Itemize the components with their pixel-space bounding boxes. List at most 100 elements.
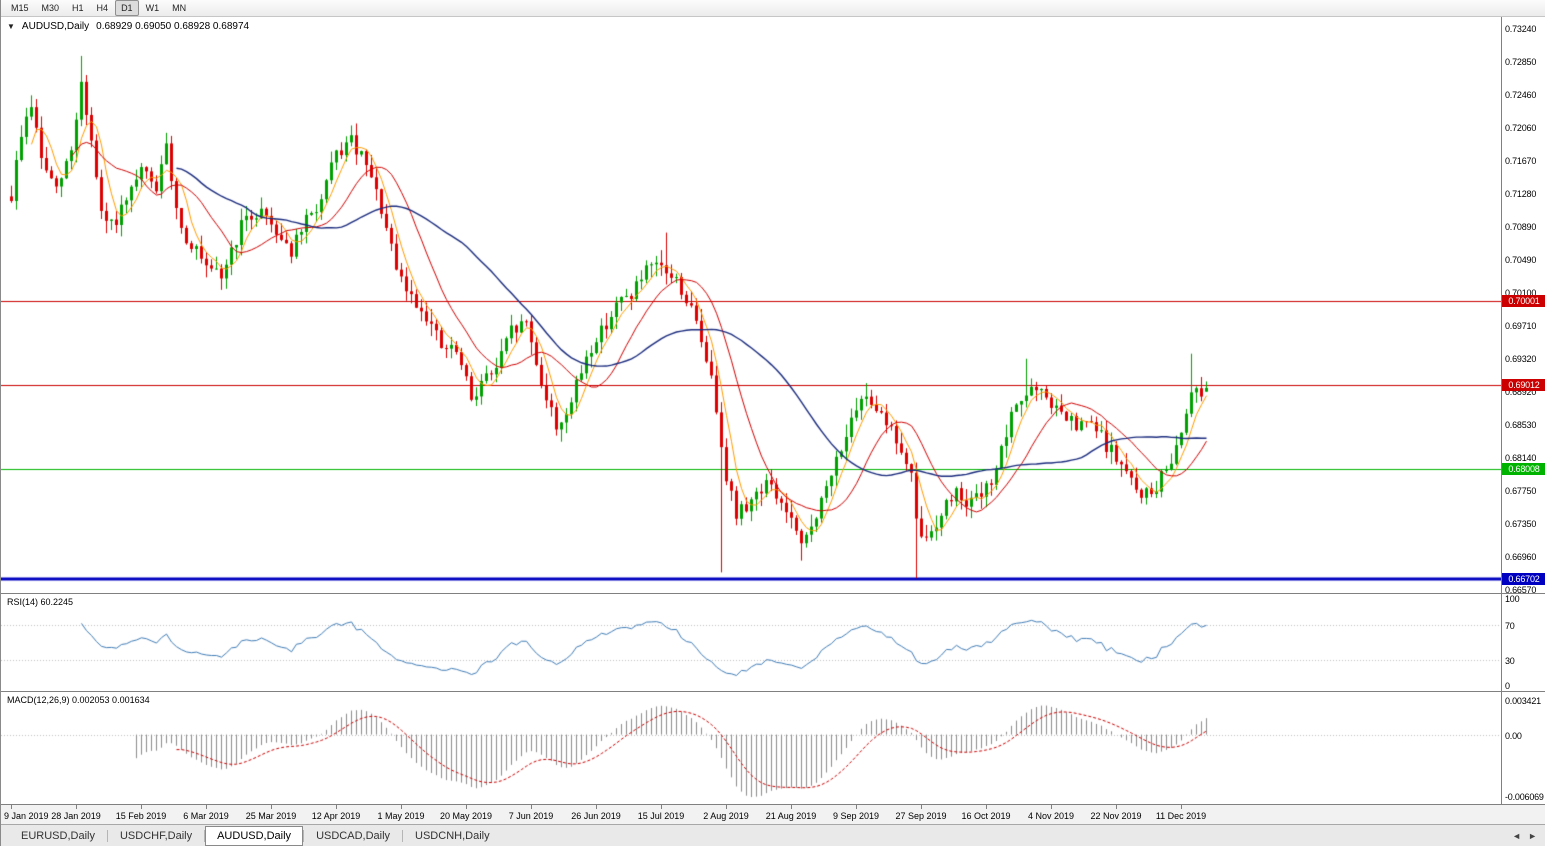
date-label: 15 Jul 2019 (637, 811, 685, 821)
scroll-left-icon[interactable]: ◄ (1512, 831, 1522, 841)
macd-plot[interactable] (1, 692, 1501, 804)
price-axis-label: 0.72460 (1505, 89, 1537, 100)
chart-symbol-label: AUDUSD,Daily (21, 21, 90, 32)
price-axis-label: 0.68920 (1505, 387, 1537, 398)
price-line-tag[interactable]: 0.69012 (1502, 379, 1545, 391)
candlestick-chart[interactable] (1, 17, 1501, 593)
price-chart-panel: ▼ AUDUSD,Daily 0.68929 0.69050 0.68928 0… (1, 17, 1545, 596)
scroll-right-icon[interactable]: ► (1528, 831, 1537, 841)
rsi-level-label: 30 (1505, 656, 1515, 667)
date-label: 27 Sep 2019 (895, 811, 947, 821)
rsi-level-label: 0 (1505, 681, 1510, 691)
time-axis-tick (1051, 805, 1052, 809)
time-axis-tick (856, 805, 857, 809)
price-axis-label: 0.68140 (1505, 453, 1537, 463)
price-line-tag[interactable]: 0.70001 (1502, 295, 1545, 307)
price-axis-label: 0.71670 (1505, 156, 1537, 167)
date-label: 2 Aug 2019 (703, 811, 749, 821)
timeframe-toolbar: M15 M30 H1 H4 D1 W1 MN (1, 0, 1545, 17)
date-label: 4 Nov 2019 (1027, 811, 1075, 821)
date-label: 11 Dec 2019 (1155, 811, 1207, 821)
date-label: 25 Mar 2019 (245, 811, 297, 821)
time-axis-tick (11, 805, 12, 809)
tab-audusd[interactable]: AUDUSD,Daily (205, 825, 304, 846)
price-axis-label: 0.69710 (1505, 320, 1537, 331)
macd-level-label: 0.00 (1505, 730, 1522, 741)
price-axis-label: 0.70490 (1505, 255, 1537, 266)
time-axis-tick (141, 805, 142, 809)
rsi-plot[interactable] (1, 594, 1501, 691)
price-axis-label: 0.69320 (1505, 353, 1537, 364)
time-axis-tick (401, 805, 402, 809)
macd-level-label: 0.003421 (1505, 696, 1541, 706)
price-axis-label: 0.68530 (1505, 420, 1537, 431)
date-label: 28 Jan 2019 (51, 811, 101, 821)
price-axis-label: 0.66960 (1505, 552, 1537, 563)
tab-divider (402, 829, 404, 842)
macd-level-label: -0.006069 (1505, 792, 1544, 802)
tab-usdcad[interactable]: USDCAD,Daily (316, 829, 391, 842)
time-axis-tick (1181, 805, 1182, 809)
price-axis: 0.73240 0.72850 0.72460 0.72060 0.71670 0.712… (1501, 17, 1545, 596)
price-axis-label: 0.70890 (1505, 221, 1537, 232)
timeframe-button-h4[interactable]: H4 (96, 3, 109, 13)
price-line-tag[interactable]: 0.68008 (1502, 463, 1545, 475)
date-label: 7 Jun 2019 (508, 811, 554, 821)
tab-usdchf[interactable]: USDCHF,Daily (119, 829, 193, 842)
price-axis-label: 0.71280 (1505, 188, 1537, 199)
time-axis-tick (921, 805, 922, 809)
rsi-level-label: 100 (1505, 594, 1520, 604)
date-label: 12 Apr 2019 (311, 811, 361, 821)
timeframe-button-m15[interactable]: M15 (11, 3, 29, 13)
price-axis-label: 0.66570 (1505, 585, 1537, 596)
time-axis-tick (661, 805, 662, 809)
time-axis-tick (76, 805, 77, 809)
time-axis-tick (726, 805, 727, 809)
chart-ohlc-values: 0.68929 0.69050 0.68928 0.68974 (96, 21, 250, 32)
price-axis-label: 0.70100 (1505, 288, 1537, 299)
collapse-icon[interactable]: ▼ (7, 22, 15, 31)
date-label: 15 Feb 2019 (115, 811, 167, 821)
time-axis-tick (1116, 805, 1117, 809)
time-axis-tick (466, 805, 467, 809)
timeframe-button-d1[interactable]: D1 (115, 0, 139, 16)
price-line-tag[interactable]: 0.66702 (1502, 573, 1545, 585)
tab-scroll-arrows: ◄ ► (1512, 831, 1537, 841)
time-axis-tick (271, 805, 272, 809)
price-axis-label: 0.73240 (1505, 24, 1537, 35)
date-label: 9 Jan 2019 (4, 811, 49, 821)
date-label: 9 Sep 2019 (832, 811, 880, 821)
tab-divider (204, 829, 206, 842)
date-label: 16 Oct 2019 (961, 811, 1011, 821)
time-axis-tick (206, 805, 207, 809)
date-label: 22 Nov 2019 (1090, 811, 1142, 821)
tab-eurusd[interactable]: EURUSD,Daily (21, 829, 95, 842)
price-axis-label: 0.67750 (1505, 485, 1537, 496)
rsi-panel: RSI(14) 60.2245 100 70 30 0 (1, 593, 1545, 691)
macd-header: MACD(12,26,9) 0.002053 0.001634 (7, 695, 150, 705)
tab-divider (303, 829, 305, 842)
price-axis-label: 0.67350 (1505, 519, 1537, 530)
time-axis-tick (596, 805, 597, 809)
macd-panel: MACD(12,26,9) 0.002053 0.001634 0.003421… (1, 691, 1545, 804)
rsi-header: RSI(14) 60.2245 (7, 597, 74, 607)
timeframe-button-w1[interactable]: W1 (145, 3, 160, 13)
tab-usdcnh[interactable]: USDCNH,Daily (415, 829, 490, 842)
time-axis[interactable]: 9 Jan 2019 28 Jan 2019 15 Feb 2019 6 Mar 20… (1, 804, 1545, 824)
date-label: 1 May 2019 (377, 811, 425, 821)
timeframe-button-mn[interactable]: MN (172, 3, 187, 13)
price-axis-label: 0.72060 (1505, 123, 1537, 134)
price-axis-label: 0.72850 (1505, 56, 1537, 67)
timeframe-button-h1[interactable]: H1 (72, 3, 84, 13)
tab-divider (106, 829, 108, 842)
date-label: 20 May 2019 (439, 811, 493, 821)
timeframe-button-m30[interactable]: M30 (41, 3, 60, 13)
rsi-level-label: 70 (1505, 620, 1515, 631)
macd-axis: 0.003421 0.00 -0.006069 (1501, 692, 1545, 804)
date-label: 26 Jun 2019 (571, 811, 621, 821)
rsi-axis: 100 70 30 0 (1501, 594, 1545, 691)
time-axis-tick (986, 805, 987, 809)
date-label: 21 Aug 2019 (765, 811, 817, 821)
chart-tabs-bar: EURUSD,Daily USDCHF,Daily AUDUSD,Daily USDC… (1, 824, 1545, 846)
time-axis-tick (531, 805, 532, 809)
